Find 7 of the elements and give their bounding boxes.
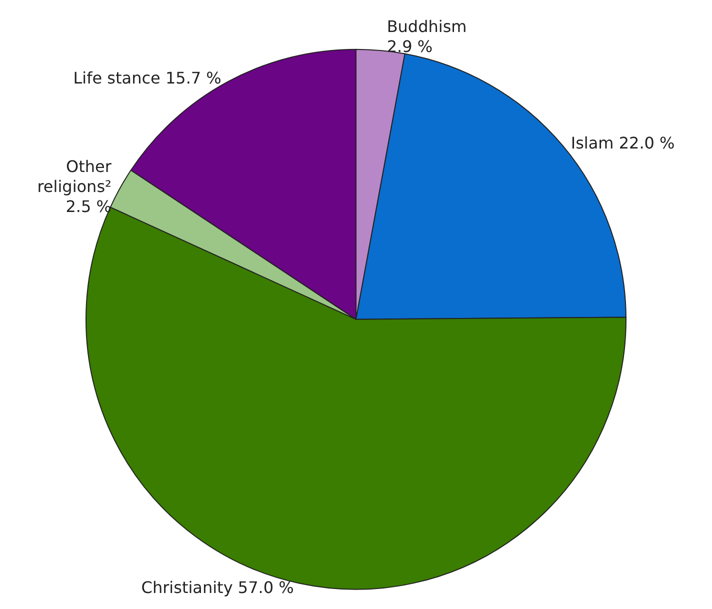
slice-label: Life stance 15.7 % — [73, 68, 222, 88]
slice-label: Buddhism — [386, 17, 467, 36]
slice-label: Islam 22.0 % — [570, 134, 675, 153]
data-label: 2.5 % — [66, 196, 112, 216]
slice-label: Other religions² — [37, 156, 112, 196]
data-label: 2.9 % — [386, 37, 433, 56]
slice-label: Christianity 57.0 % — [141, 578, 294, 597]
